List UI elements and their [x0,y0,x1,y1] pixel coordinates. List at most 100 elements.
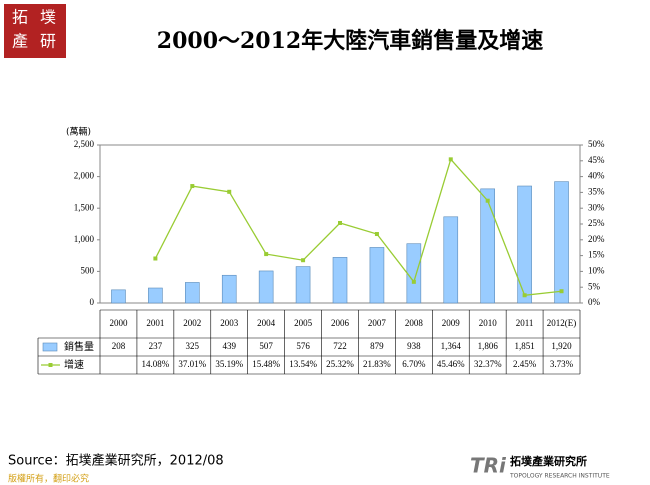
legend-swatch [42,342,58,352]
data-label: 6.70% [402,359,426,369]
data-label: 1,364 [441,341,462,351]
data-label: 37.01% [178,359,206,369]
y2-tick-label: 0% [588,297,601,307]
line-marker [153,256,158,261]
bar [185,282,200,304]
y2-tick-label: 30% [588,202,605,212]
bar [221,274,237,304]
y-tick-label: 0 [90,297,95,307]
logo-char: 拓 [12,8,28,27]
data-label: 938 [407,341,421,351]
y2-tick-label: 15% [588,250,605,260]
copyright: 版權所有，翻印必究 [8,473,89,485]
x-tick-label: 2011 [516,318,534,328]
bar [295,266,311,304]
x-tick-label: 2010 [479,318,498,328]
line-marker [559,289,564,294]
x-tick-label: 2012(E) [547,318,577,328]
brand-english: TOPOLOGY RESEARCH INSTITUTE [509,473,610,480]
data-label: 45.46% [437,359,465,369]
data-label: 879 [370,341,384,351]
bar [554,181,569,304]
data-label: 1,806 [478,341,499,351]
y-tick-label: 2,000 [74,171,95,181]
bar [406,243,422,304]
line-marker [301,258,306,263]
line-marker [485,198,490,203]
line-marker [374,232,379,237]
line-marker [338,220,342,225]
bar [111,289,126,304]
legend-label: 銷售量 [64,340,94,353]
x-tick-label: 2002 [183,318,201,328]
y2-tick-label: 45% [588,155,605,165]
legend-swatch [48,363,53,367]
line-marker [411,279,416,284]
data-label: 576 [296,341,310,351]
data-label: 722 [333,341,347,351]
x-tick-label: 2005 [294,318,313,328]
footer-bg [0,472,650,485]
x-tick-label: 2006 [331,318,350,328]
data-label: 237 [149,341,163,351]
data-label: 325 [186,341,200,351]
data-label: 3.73% [550,359,574,369]
y2-tick-label: 25% [588,218,605,228]
data-label: 13.54% [289,359,317,369]
y-axis-label: (萬輛) [66,126,91,138]
chart-title: 2000～2012年大陸汽車銷售量及增速 [157,28,543,54]
y-tick-label: 2,500 [74,139,95,149]
bar [369,247,385,304]
logo-char: 墣 [40,8,56,27]
data-label: 439 [222,341,236,351]
data-label: 208 [112,341,126,351]
data-label: 2.45% [513,359,537,369]
data-label: 32.37% [474,359,502,369]
x-tick-label: 2001 [146,318,164,328]
bar [517,185,532,304]
legend-label: 增速 [64,358,84,371]
y-tick-label: 500 [81,265,95,275]
x-tick-label: 2004 [257,318,276,328]
bar [258,270,274,304]
x-tick-label: 2003 [220,318,239,328]
y2-tick-label: 35% [588,186,605,196]
bar [148,287,163,304]
data-label: 507 [259,341,273,351]
bar [332,257,348,304]
line-marker [522,293,527,298]
brand-mark: TRi [470,454,507,478]
line-marker [227,189,232,194]
y-tick-label: 1,500 [74,202,95,212]
line-marker [448,157,453,162]
source: Source：拓墣產業研究所，2012/08 [8,453,224,469]
data-label: 15.48% [252,359,280,369]
data-label: 1,851 [514,341,534,351]
y-tick-label: 1,000 [74,234,95,244]
logo-char: 研 [40,32,56,51]
bar [480,188,495,304]
x-tick-label: 2007 [368,318,387,328]
y2-tick-label: 20% [588,234,605,244]
y2-tick-label: 50% [588,139,605,149]
data-label: 25.32% [326,359,354,369]
bar [443,216,459,304]
logo-box [4,4,66,58]
x-tick-label: 2000 [109,318,128,328]
data-label: 35.19% [215,359,243,369]
logo-char: 產 [12,32,28,51]
data-label: 21.83% [363,359,391,369]
logo: 拓 墣 產 研 [4,4,66,58]
x-tick-label: 2009 [442,318,461,328]
brand-name: 拓墣產業研究所 [510,454,587,468]
data-label: 14.08% [142,359,170,369]
y2-tick-label: 40% [588,171,605,181]
data-label: 1,920 [551,341,572,351]
line-marker [264,252,269,257]
y2-tick-label: 10% [588,265,605,275]
x-tick-label: 2008 [405,318,424,328]
line-marker [190,184,195,189]
y2-tick-label: 5% [588,281,601,291]
